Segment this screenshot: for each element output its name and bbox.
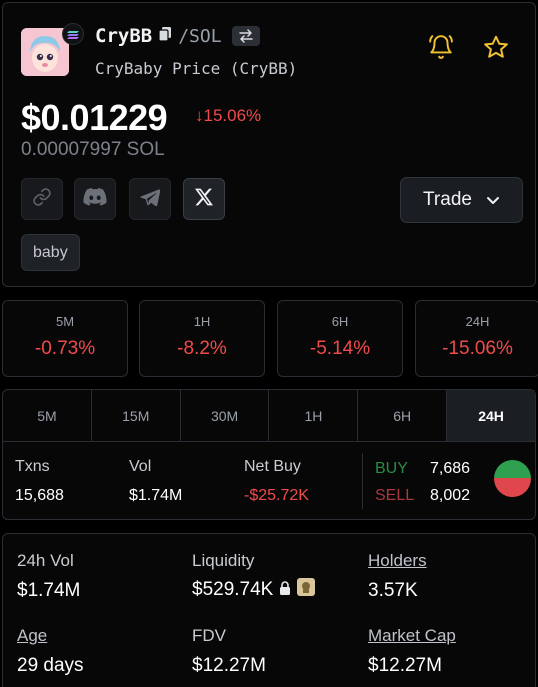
period-label: 24H [465, 314, 490, 329]
period-change-6h[interactable]: 6H -5.14% [277, 300, 403, 377]
buy-label: BUY [375, 460, 408, 477]
period-value: -8.2% [177, 338, 227, 359]
telegram-icon [140, 188, 161, 211]
vol-label: Vol [129, 458, 152, 475]
holders-link[interactable]: Holders [368, 551, 427, 570]
market-cap-link[interactable]: Market Cap [368, 626, 456, 645]
period-change-24h[interactable]: 24H -15.06% [415, 300, 538, 377]
solana-chain-badge [62, 23, 84, 45]
sell-count: 8,002 [430, 487, 471, 504]
copy-icon[interactable] [158, 26, 172, 47]
discord-link-button[interactable] [74, 178, 116, 220]
period-value: -5.14% [309, 338, 371, 359]
period-label: 5M [55, 314, 75, 329]
tab-6h[interactable]: 6H [358, 390, 448, 441]
tab-15m[interactable]: 15M [92, 390, 181, 441]
bell-icon[interactable] [428, 34, 454, 65]
tab-30m[interactable]: 30M [181, 390, 270, 441]
x-link-button[interactable] [183, 178, 225, 220]
token-tag[interactable]: baby [21, 234, 80, 271]
link-icon [32, 187, 52, 212]
period-change-1h[interactable]: 1H -8.2% [139, 300, 265, 377]
txns-value: 15,688 [15, 487, 64, 504]
market-cap-value: $12.27M [368, 655, 442, 676]
vol-value: $1.74M [129, 487, 183, 504]
buy-count: 7,686 [430, 460, 471, 477]
x-icon [194, 187, 214, 212]
holders-value: 3.57K [368, 580, 418, 601]
age-link[interactable]: Age [17, 626, 48, 645]
timeframe-tabs: 5M 15M 30M 1H 6H 24H [3, 390, 535, 442]
token-symbol: CryBB [95, 25, 153, 47]
fdv-value: $12.27M [192, 655, 266, 676]
trade-button-label: Trade [423, 189, 472, 210]
price-in-sol: 0.00007997 SOL [21, 139, 165, 160]
net-buy-value: -$25.72K [244, 487, 309, 504]
chevron-down-icon [486, 189, 500, 211]
lock-icon [279, 579, 291, 601]
discord-icon [83, 187, 107, 211]
token-price: $0.01229 [21, 97, 168, 138]
txns-label: Txns [15, 458, 50, 475]
star-icon[interactable] [483, 34, 509, 65]
buy-sell-ratio-pie [494, 460, 531, 497]
period-value: -0.73% [34, 338, 96, 359]
age-value: 29 days [17, 655, 84, 676]
token-header-card: CryBB /SOL CryBaby Price (CryBB) $0.0122… [2, 2, 536, 287]
pair-quote: /SOL [178, 25, 222, 47]
liquidity-label: Liquidity [192, 551, 255, 570]
vol-24h-value: $1.74M [17, 580, 81, 601]
website-link-button[interactable] [21, 178, 63, 220]
net-buy-label: Net Buy [244, 458, 301, 475]
token-info-card: 24h Vol $1.74M Liquidity $529.74K Holder… [2, 533, 536, 687]
period-value: -15.06% [442, 338, 513, 359]
vol-24h-label: 24h Vol [17, 551, 74, 570]
sell-label: SELL [375, 487, 415, 504]
stats-divider [362, 453, 363, 509]
token-avatar [21, 28, 69, 76]
trading-stats-card: 5M 15M 30M 1H 6H 24H Txns 15,688 Vol $1.… [2, 389, 536, 520]
tab-24h[interactable]: 24H [447, 390, 535, 441]
swap-icon[interactable] [231, 26, 260, 46]
fdv-label: FDV [192, 626, 226, 645]
period-label: 1H [193, 314, 211, 329]
trade-button[interactable]: Trade [400, 177, 523, 223]
tab-1h[interactable]: 1H [269, 390, 359, 441]
token-name-subtitle: CryBaby Price (CryBB) [95, 59, 298, 78]
liquidity-row: $529.74K [192, 578, 316, 602]
period-change-5m[interactable]: 5M -0.73% [2, 300, 128, 377]
locker-logo-icon [297, 578, 316, 602]
price-change-24h: ↓15.06% [195, 106, 262, 125]
tab-5m[interactable]: 5M [3, 390, 92, 441]
telegram-link-button[interactable] [129, 178, 171, 220]
liquidity-value: $529.74K [192, 579, 274, 600]
period-label: 6H [331, 314, 349, 329]
